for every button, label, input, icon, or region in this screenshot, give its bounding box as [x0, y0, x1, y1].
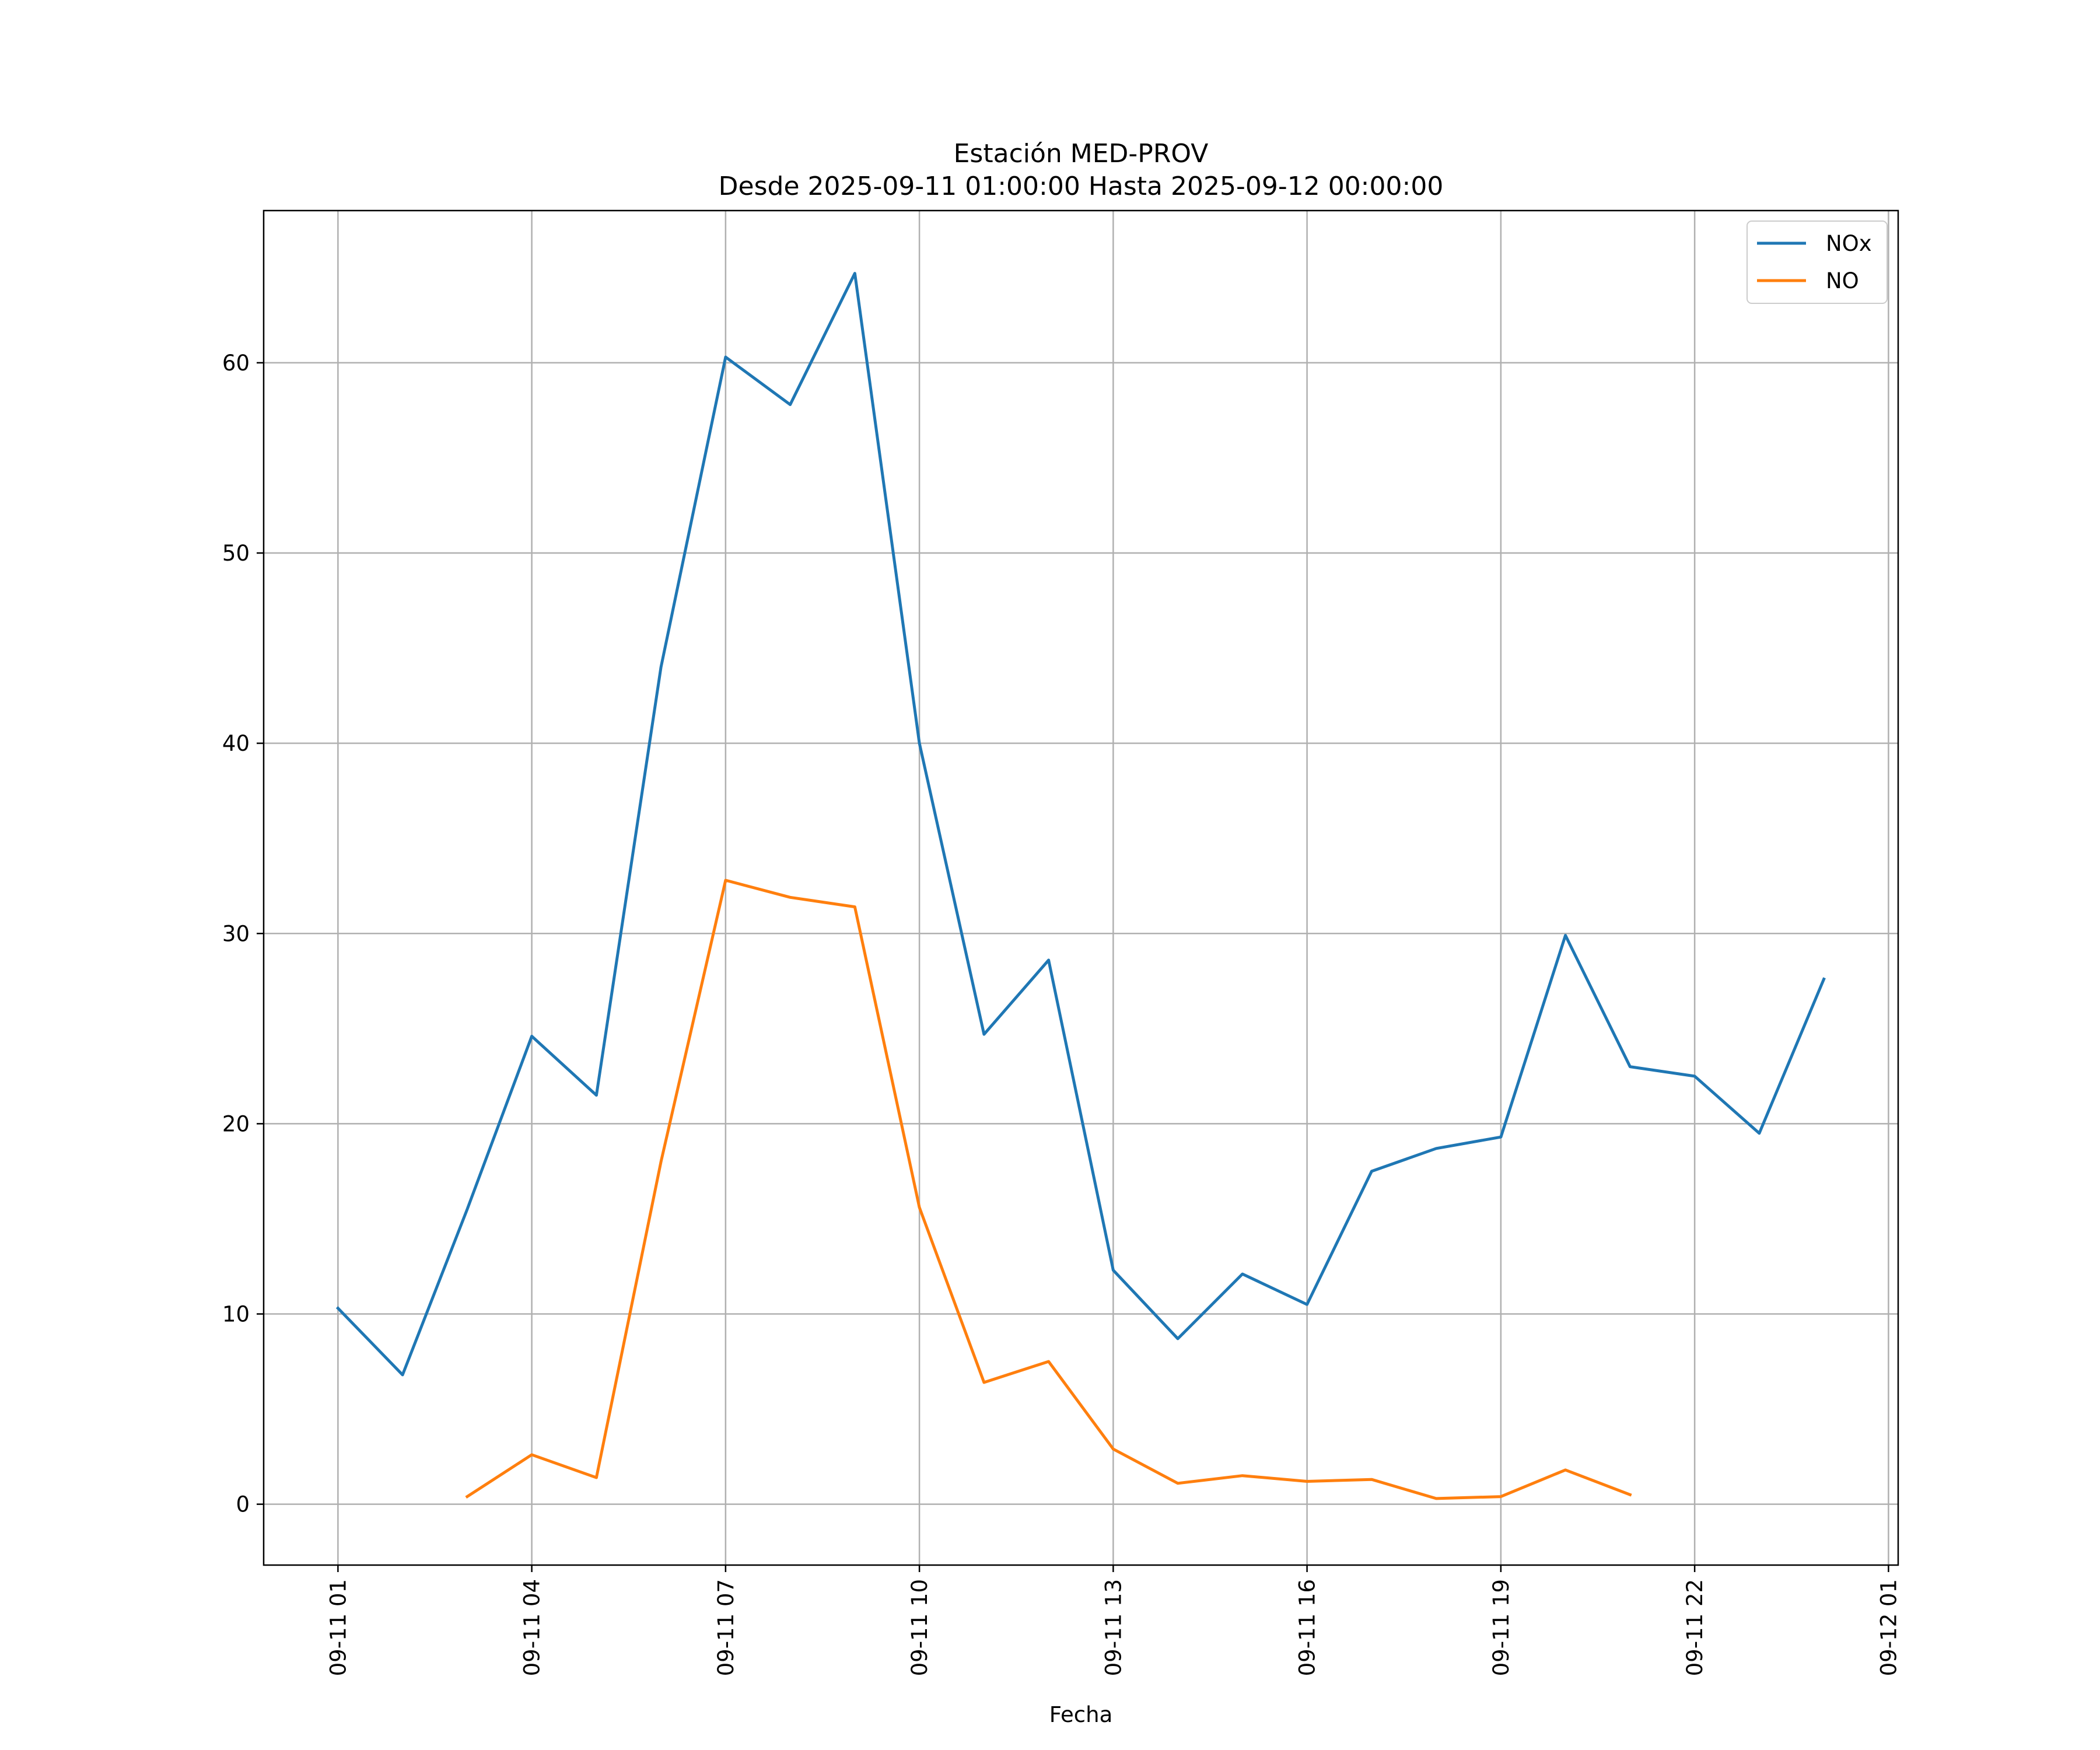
- plot-frame: [262, 209, 1899, 1566]
- x-tick-label: 09-11 10: [907, 1579, 932, 1676]
- grid-layer: [264, 211, 1898, 1565]
- legend-box: [1746, 220, 1888, 304]
- chart-subtitle: Desde 2025-09-11 01:00:00 Hasta 2025-09-…: [719, 172, 1444, 201]
- y-tick-label: 40: [222, 731, 250, 756]
- y-tick-label: 20: [222, 1111, 250, 1136]
- x-axis-label: Fecha: [1049, 1702, 1113, 1727]
- legend-label-nox: NOx: [1826, 231, 1872, 256]
- series-line-nox: [335, 272, 1826, 1377]
- legend: NOx NO: [1746, 220, 1888, 304]
- chart-title: Estación MED-PROV: [954, 139, 1209, 169]
- series-layer: [335, 272, 1826, 1500]
- series-line-no: [465, 878, 1632, 1500]
- y-tick-label: 50: [222, 541, 250, 566]
- x-tick-label: 09-11 04: [520, 1579, 545, 1676]
- y-tick-label: 0: [236, 1492, 250, 1517]
- x-tick-label: 09-12 01: [1876, 1579, 1901, 1676]
- y-axis: 0 10 20 30 40 50 60: [222, 351, 264, 1517]
- x-tick-label: 09-11 13: [1101, 1579, 1126, 1676]
- x-tick-label: 09-11 01: [326, 1579, 351, 1676]
- y-tick-label: 30: [222, 921, 250, 946]
- y-tick-label: 60: [222, 351, 250, 376]
- x-axis: 09-11 01 09-11 04 09-11 07 09-11 10 09-11 13…: [326, 1565, 1901, 1676]
- x-tick-label: 09-11 16: [1295, 1579, 1320, 1676]
- x-tick-label: 09-11 22: [1682, 1579, 1707, 1676]
- legend-label-no: NO: [1826, 268, 1859, 293]
- x-tick-label: 09-11 07: [713, 1579, 738, 1676]
- x-tick-label: 09-11 19: [1489, 1579, 1514, 1676]
- y-tick-label: 10: [222, 1302, 250, 1327]
